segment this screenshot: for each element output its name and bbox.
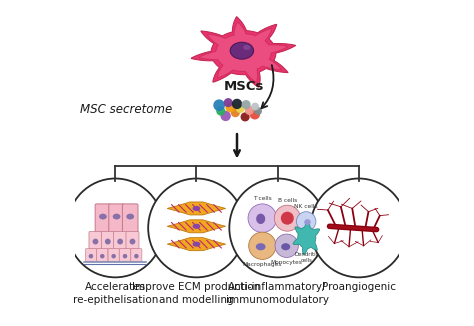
FancyBboxPatch shape bbox=[95, 204, 111, 232]
Ellipse shape bbox=[67, 179, 164, 277]
Ellipse shape bbox=[230, 42, 254, 59]
Circle shape bbox=[231, 108, 240, 117]
Circle shape bbox=[254, 107, 262, 115]
FancyBboxPatch shape bbox=[89, 231, 102, 249]
Text: MSCs: MSCs bbox=[223, 80, 264, 93]
FancyBboxPatch shape bbox=[109, 204, 124, 232]
Circle shape bbox=[249, 232, 276, 259]
Circle shape bbox=[213, 99, 225, 111]
Ellipse shape bbox=[256, 243, 265, 250]
FancyBboxPatch shape bbox=[101, 231, 114, 249]
Text: Macrophages: Macrophages bbox=[243, 262, 282, 267]
Ellipse shape bbox=[126, 214, 134, 219]
Circle shape bbox=[89, 254, 93, 259]
Ellipse shape bbox=[229, 179, 326, 277]
Circle shape bbox=[275, 234, 298, 258]
Circle shape bbox=[117, 239, 123, 244]
FancyBboxPatch shape bbox=[119, 249, 130, 262]
Circle shape bbox=[248, 204, 277, 232]
Polygon shape bbox=[191, 17, 295, 87]
Ellipse shape bbox=[192, 242, 201, 247]
FancyBboxPatch shape bbox=[122, 204, 138, 232]
Ellipse shape bbox=[148, 179, 245, 277]
Polygon shape bbox=[199, 22, 288, 82]
Text: Accelerates
re-epithelisation: Accelerates re-epithelisation bbox=[73, 282, 158, 304]
Polygon shape bbox=[167, 220, 226, 233]
Ellipse shape bbox=[310, 179, 407, 277]
Circle shape bbox=[105, 239, 111, 244]
Text: Dendritic
cells: Dendritic cells bbox=[294, 252, 319, 263]
Text: Monocytes: Monocytes bbox=[271, 260, 302, 265]
Text: T cells: T cells bbox=[253, 196, 272, 201]
Circle shape bbox=[225, 102, 236, 112]
Polygon shape bbox=[167, 238, 226, 251]
Polygon shape bbox=[293, 220, 320, 255]
Text: Improve ECM production
and modelling: Improve ECM production and modelling bbox=[132, 282, 261, 304]
Circle shape bbox=[250, 109, 260, 120]
Circle shape bbox=[251, 103, 259, 111]
Ellipse shape bbox=[192, 224, 201, 229]
Circle shape bbox=[134, 254, 138, 259]
FancyBboxPatch shape bbox=[114, 231, 127, 249]
Text: B cells: B cells bbox=[278, 198, 297, 202]
Circle shape bbox=[111, 254, 116, 259]
FancyBboxPatch shape bbox=[97, 249, 108, 262]
FancyBboxPatch shape bbox=[126, 231, 139, 249]
FancyBboxPatch shape bbox=[85, 249, 96, 262]
Ellipse shape bbox=[113, 214, 120, 219]
Ellipse shape bbox=[256, 214, 265, 224]
Text: MSC secretome: MSC secretome bbox=[80, 103, 172, 116]
Circle shape bbox=[224, 98, 233, 107]
FancyBboxPatch shape bbox=[131, 249, 142, 262]
Polygon shape bbox=[167, 202, 226, 215]
Ellipse shape bbox=[281, 243, 290, 250]
Ellipse shape bbox=[192, 206, 201, 211]
Ellipse shape bbox=[99, 214, 107, 219]
Ellipse shape bbox=[304, 219, 310, 225]
Circle shape bbox=[100, 254, 105, 259]
Circle shape bbox=[216, 107, 225, 116]
Circle shape bbox=[242, 100, 251, 109]
Circle shape bbox=[274, 205, 301, 231]
Circle shape bbox=[232, 99, 242, 109]
Circle shape bbox=[241, 112, 250, 122]
Text: Anti-inflammatory/
immunomodulatory: Anti-inflammatory/ immunomodulatory bbox=[226, 282, 329, 304]
Text: NK cells: NK cells bbox=[294, 204, 318, 209]
Circle shape bbox=[92, 239, 99, 244]
Circle shape bbox=[123, 254, 128, 259]
Circle shape bbox=[296, 212, 316, 231]
FancyBboxPatch shape bbox=[108, 249, 119, 262]
Circle shape bbox=[281, 212, 294, 225]
Text: Proangiogenic: Proangiogenic bbox=[322, 282, 396, 292]
Circle shape bbox=[245, 106, 254, 115]
Ellipse shape bbox=[243, 45, 250, 50]
Circle shape bbox=[129, 239, 136, 244]
Circle shape bbox=[236, 104, 245, 113]
Circle shape bbox=[220, 111, 231, 121]
